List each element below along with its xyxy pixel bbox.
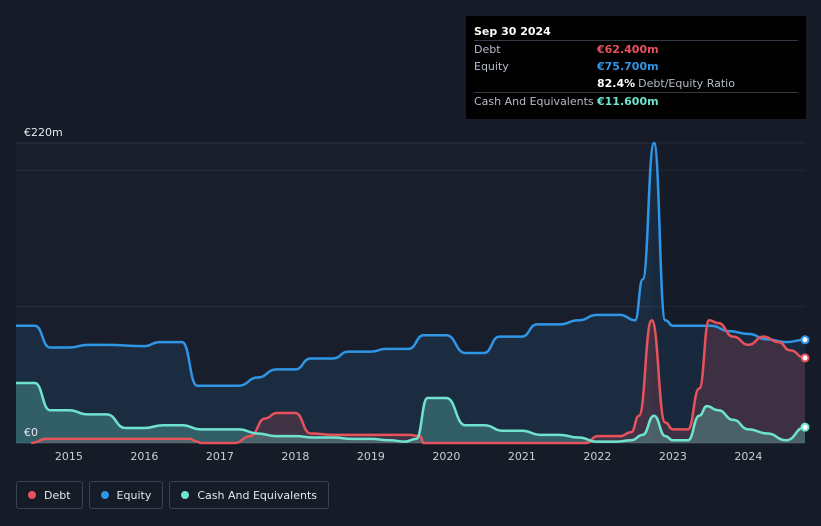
x-tick-label: 2021 xyxy=(508,450,536,463)
tooltip-ratio-row: 82.4% Debt/Equity Ratio xyxy=(474,75,798,92)
legend-equity-label: Equity xyxy=(116,488,152,502)
tooltip-equity-label: Equity xyxy=(474,60,509,73)
x-tick-label: 2015 xyxy=(55,450,83,463)
chart-legend: Debt Equity Cash And Equivalents xyxy=(16,481,329,509)
equity-line xyxy=(16,141,806,387)
legend-item-equity[interactable]: Equity xyxy=(88,481,164,509)
cash-area xyxy=(16,383,805,443)
x-tick-label: 2024 xyxy=(734,450,762,463)
tooltip-cash-row: Cash And Equivalents €11.600m xyxy=(474,92,798,110)
debt-line xyxy=(31,319,806,445)
tooltip-panel: Sep 30 2024 Debt €62.400m Equity €75.700… xyxy=(466,16,806,119)
equity-area xyxy=(16,143,805,443)
tooltip-cash-value: €11.600m xyxy=(597,95,659,108)
tooltip-date: Sep 30 2024 xyxy=(474,25,551,38)
plot-right-shade xyxy=(651,143,805,443)
y-axis-zero-label: €0 xyxy=(24,426,38,439)
plot-area-background xyxy=(16,143,805,443)
tooltip-debt-row: Debt €62.400m xyxy=(474,40,798,58)
y-axis-top-label: €220m xyxy=(24,126,63,139)
x-tick-label: 2019 xyxy=(357,450,385,463)
x-tick-label: 2017 xyxy=(206,450,234,463)
cash-line xyxy=(16,381,806,443)
tooltip-debt-value: €62.400m xyxy=(597,43,659,56)
series-areas xyxy=(16,143,806,443)
tooltip-debt-label: Debt xyxy=(474,43,501,56)
cash-end-point xyxy=(800,422,810,432)
tooltip-cash-label: Cash And Equivalents xyxy=(474,95,594,108)
x-tick-label: 2022 xyxy=(583,450,611,463)
debt-area xyxy=(31,320,806,443)
tooltip-equity-row: Equity €75.700m xyxy=(474,58,798,75)
x-tick-label: 2023 xyxy=(659,450,687,463)
x-tick-label: 2020 xyxy=(432,450,460,463)
x-axis: 2015 2016 2017 2018 2019 2020 2021 2022 2023 2024 xyxy=(55,450,763,463)
x-tick-label: 2018 xyxy=(281,450,309,463)
cash-dot-icon xyxy=(181,491,190,499)
legend-debt-label: Debt xyxy=(44,488,71,502)
legend-cash-label: Cash And Equivalents xyxy=(197,488,317,502)
x-tick-label: 2016 xyxy=(130,450,158,463)
gridlines xyxy=(16,142,805,444)
legend-item-cash[interactable]: Cash And Equivalents xyxy=(169,481,329,509)
equity-end-point xyxy=(800,335,810,345)
series-end-markers xyxy=(800,335,810,432)
equity-dot-icon xyxy=(100,491,109,499)
tooltip-equity-value: €75.700m xyxy=(597,60,659,73)
tooltip-ratio-label: Debt/Equity Ratio xyxy=(638,77,735,90)
series-lines xyxy=(16,141,806,445)
debt-end-point xyxy=(800,353,810,363)
debt-dot-icon xyxy=(28,491,36,499)
legend-item-debt[interactable]: Debt xyxy=(16,481,83,509)
tooltip-ratio-value: 82.4% xyxy=(597,77,636,90)
